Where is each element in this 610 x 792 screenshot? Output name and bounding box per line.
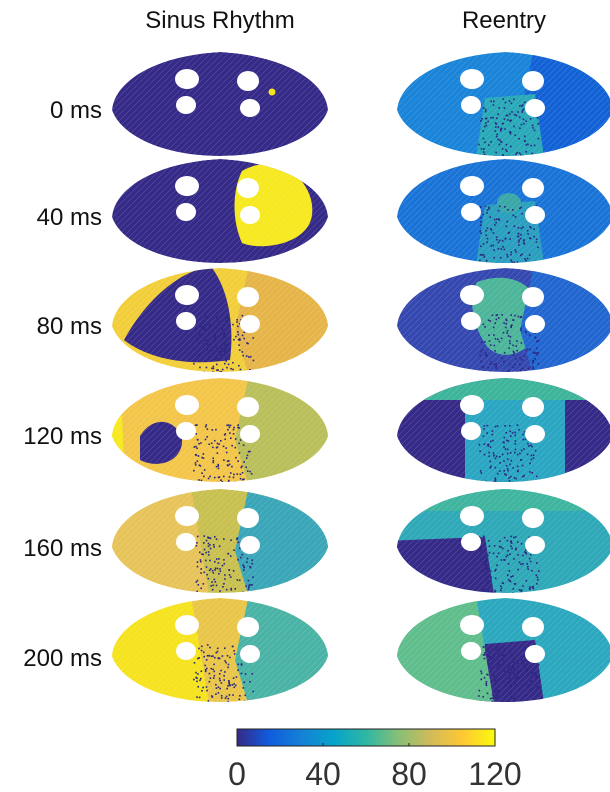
vein-hole-2 <box>176 96 196 114</box>
vein-hole-3 <box>525 425 545 443</box>
vein-hole-2 <box>176 203 196 221</box>
vein-hole-3 <box>240 536 260 554</box>
row-label-5: 200 ms <box>23 645 102 672</box>
vein-hole-1 <box>237 397 259 417</box>
vein-hole-2 <box>461 533 481 551</box>
vein-hole-1 <box>237 508 259 528</box>
map-reentry-0 <box>397 52 610 156</box>
vein-hole-0 <box>460 285 484 305</box>
fibrosis-dots <box>479 314 540 372</box>
map-sinus-4 <box>112 489 328 593</box>
vein-hole-0 <box>460 69 484 89</box>
vein-hole-2 <box>176 642 196 660</box>
vein-hole-2 <box>176 312 196 330</box>
vein-hole-2 <box>176 533 196 551</box>
vein-hole-3 <box>240 425 260 443</box>
map-reentry-5 <box>397 598 610 702</box>
map-sinus-2 <box>112 268 328 372</box>
vein-hole-3 <box>240 99 260 117</box>
vein-hole-3 <box>525 99 545 117</box>
fibrosis-dots <box>193 424 253 482</box>
map-reentry-2 <box>397 268 610 372</box>
vein-hole-0 <box>175 506 199 526</box>
map-reentry-1 <box>397 159 610 263</box>
fibrosis-dots <box>478 646 540 702</box>
column-header-sinus: Sinus Rhythm <box>145 7 294 34</box>
vein-hole-0 <box>175 615 199 635</box>
vein-hole-2 <box>176 422 196 440</box>
map-sinus-3 <box>112 378 328 482</box>
vein-hole-3 <box>525 206 545 224</box>
vein-hole-0 <box>460 395 484 415</box>
pacing-site <box>268 88 276 96</box>
fibrosis-dots <box>478 535 540 593</box>
colorbar-tick-label-2: 80 <box>391 756 427 792</box>
vein-hole-2 <box>461 642 481 660</box>
vein-hole-1 <box>237 287 259 307</box>
vein-hole-2 <box>461 312 481 330</box>
vein-hole-1 <box>237 178 259 198</box>
row-label-3: 120 ms <box>23 423 102 450</box>
map-sinus-0 <box>112 52 328 156</box>
colorbar-gradient <box>236 728 496 747</box>
vein-hole-3 <box>525 645 545 663</box>
vein-hole-1 <box>522 617 544 637</box>
vein-hole-1 <box>522 508 544 528</box>
vein-hole-1 <box>237 617 259 637</box>
map-reentry-3 <box>397 378 610 482</box>
row-label-0: 0 ms <box>50 97 102 124</box>
row-label-2: 80 ms <box>37 313 102 340</box>
vein-hole-1 <box>522 397 544 417</box>
vein-hole-0 <box>175 285 199 305</box>
map-grid <box>112 52 610 702</box>
colorbar: 0 40 80 120 <box>228 728 522 792</box>
vein-hole-0 <box>175 176 199 196</box>
vein-hole-1 <box>237 71 259 91</box>
column-header-reentry: Reentry <box>462 7 546 34</box>
map-sinus-1 <box>112 159 328 263</box>
vein-hole-0 <box>460 176 484 196</box>
vein-hole-0 <box>175 69 199 89</box>
colorbar-tick-label-0: 0 <box>228 756 246 792</box>
vein-hole-2 <box>461 203 481 221</box>
vein-hole-3 <box>240 645 260 663</box>
map-reentry-4 <box>397 489 610 593</box>
row-label-4: 160 ms <box>23 535 102 562</box>
vein-hole-1 <box>522 71 544 91</box>
vein-hole-3 <box>240 206 260 224</box>
vein-hole-2 <box>461 96 481 114</box>
map-sinus-5 <box>112 598 328 702</box>
vein-hole-2 <box>461 422 481 440</box>
vein-hole-3 <box>525 536 545 554</box>
vein-hole-0 <box>175 395 199 415</box>
row-label-1: 40 ms <box>37 204 102 231</box>
vein-hole-1 <box>522 287 544 307</box>
vein-hole-3 <box>525 315 545 333</box>
colorbar-tick-label-3: 120 <box>468 756 521 792</box>
vein-hole-0 <box>460 506 484 526</box>
vein-hole-3 <box>240 315 260 333</box>
vein-hole-1 <box>522 178 544 198</box>
colorbar-tick-label-1: 40 <box>305 756 341 792</box>
vein-hole-0 <box>460 615 484 635</box>
